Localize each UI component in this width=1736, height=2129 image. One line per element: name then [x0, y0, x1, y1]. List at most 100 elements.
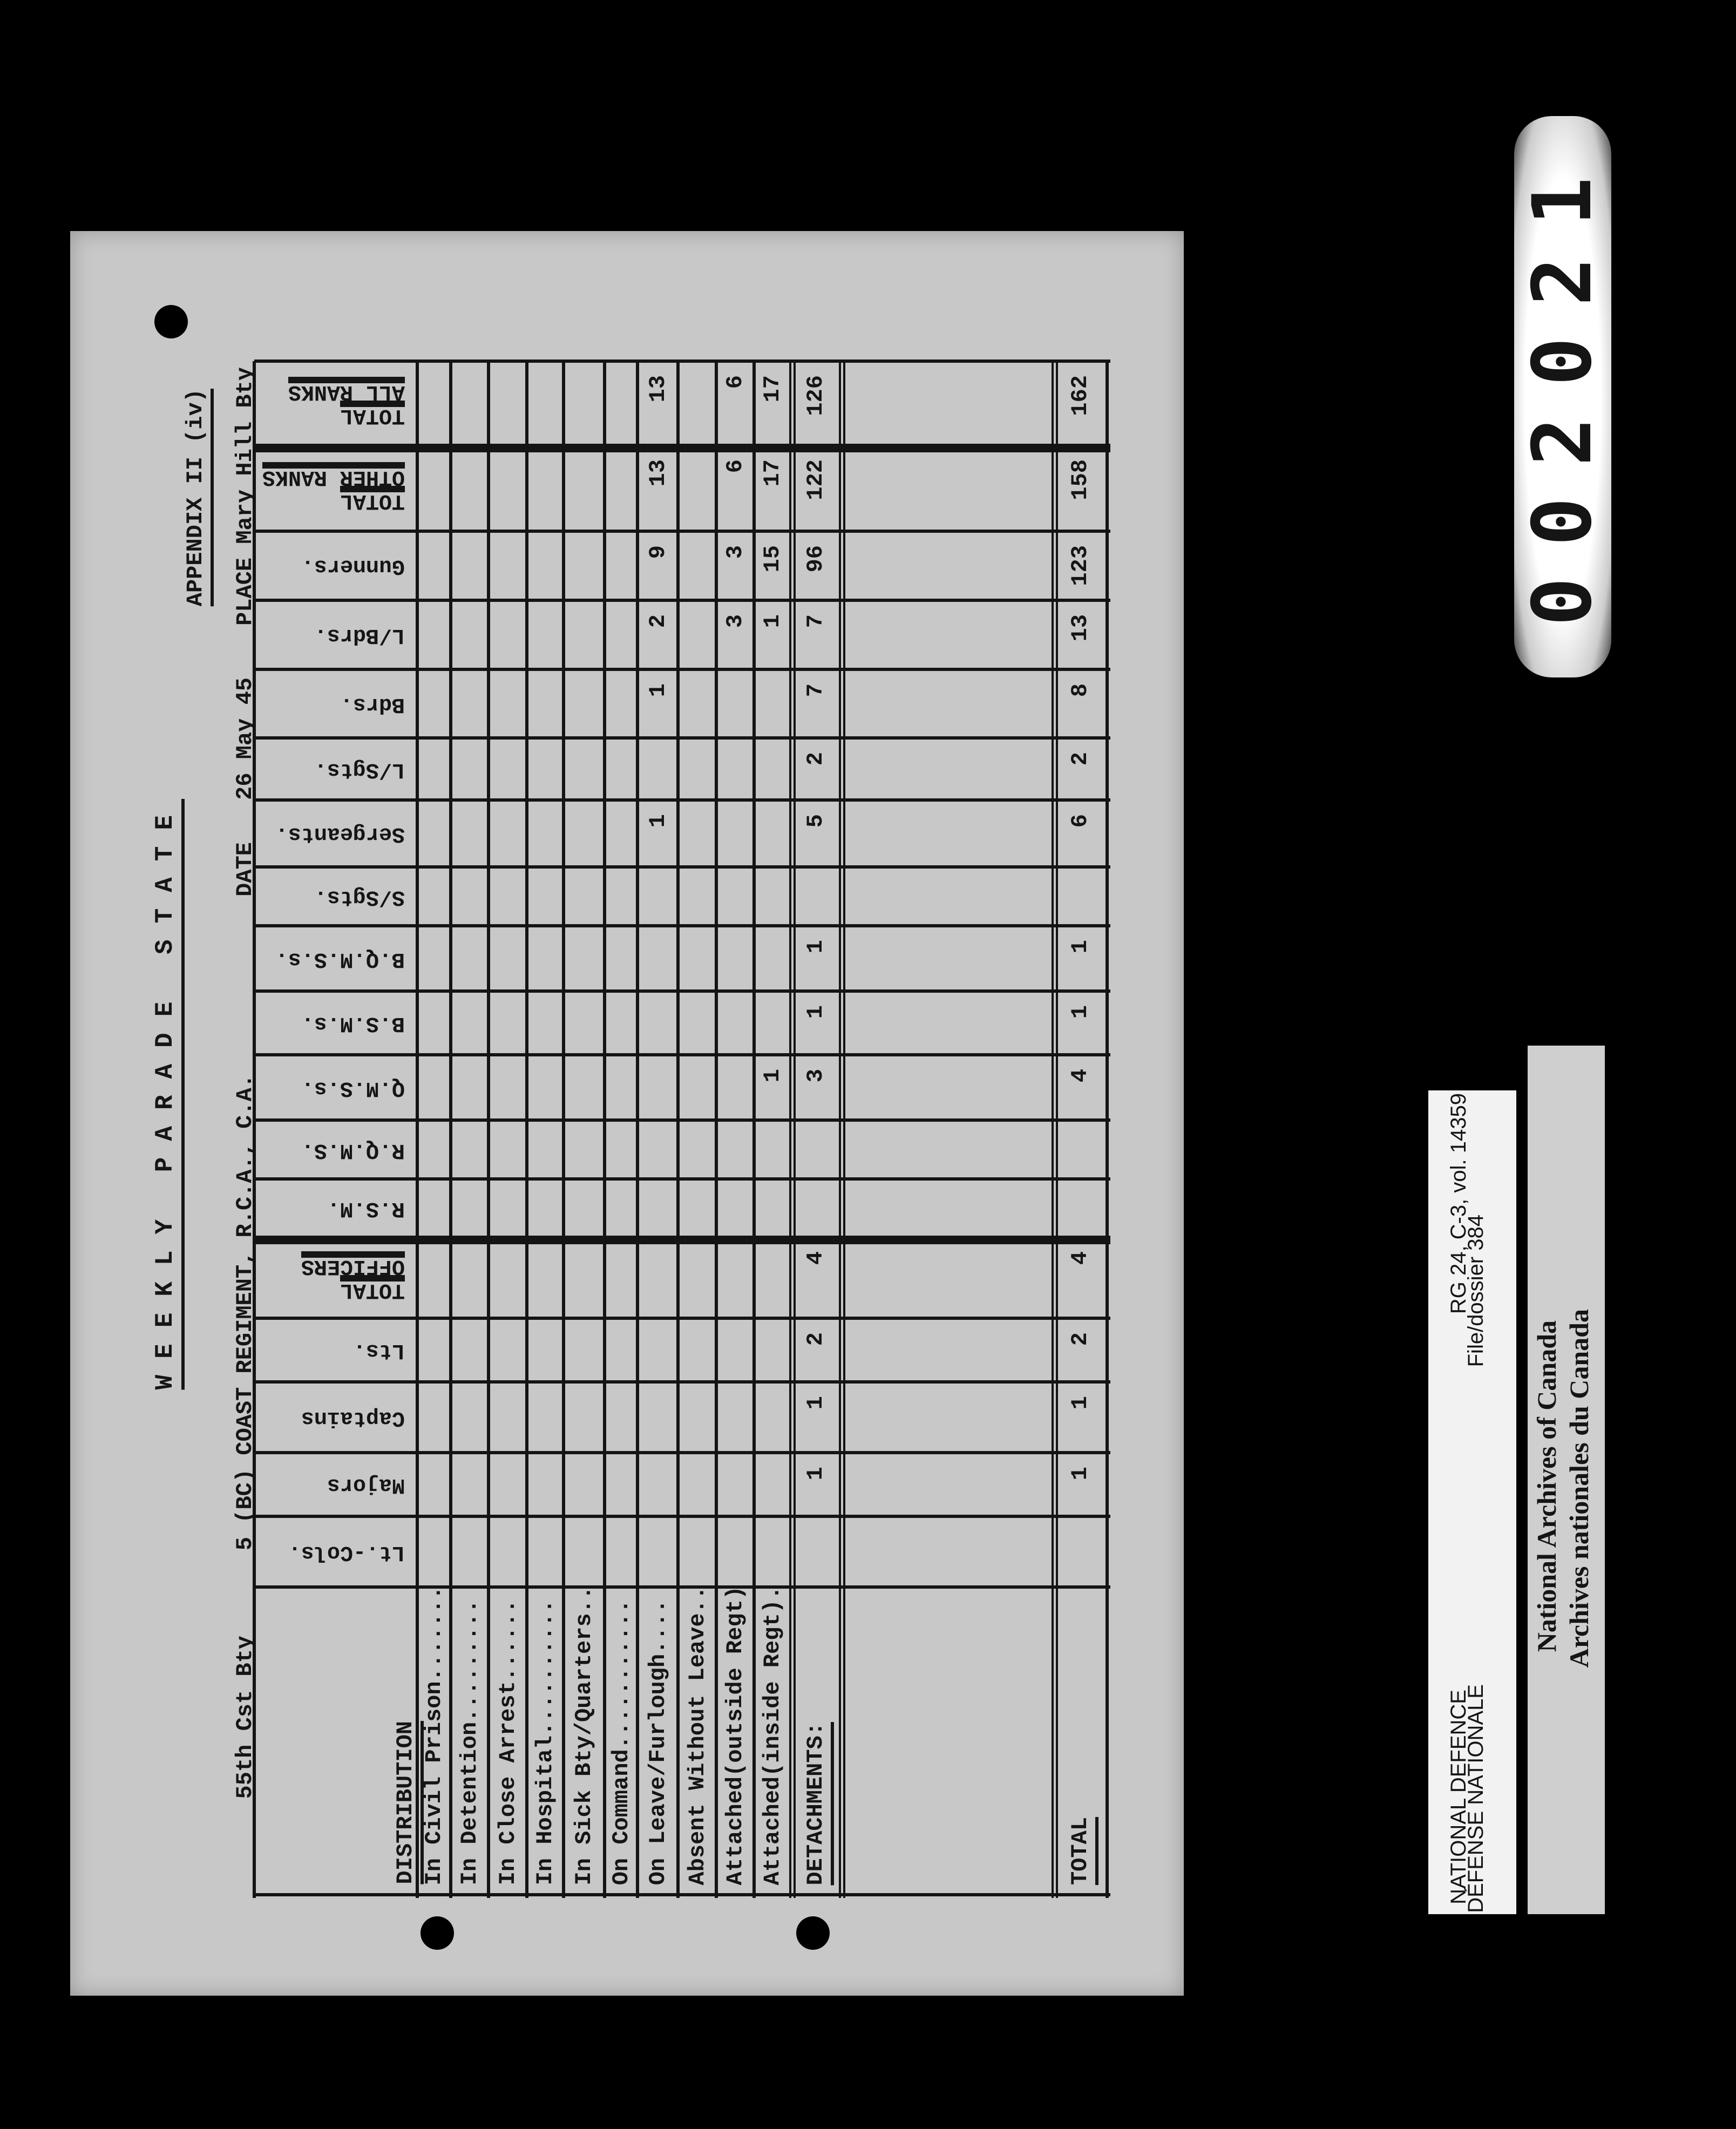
- cell-value: 6: [1067, 814, 1093, 828]
- table-column-rule: [636, 361, 639, 1898]
- archive-name-label: [1528, 1046, 1605, 1914]
- rank-header: B.S.M.s.: [301, 1011, 405, 1035]
- rank-header: Lts.: [353, 1338, 405, 1362]
- detachments-text: DETACHMENTS:: [803, 1721, 829, 1885]
- rank-header: S/Sgts.: [314, 884, 405, 909]
- rank-header-line: B.S.M.s.: [301, 1011, 405, 1035]
- rank-header-line: Lts.: [352, 1338, 405, 1362]
- cell-value: 96: [803, 545, 829, 573]
- rank-header-line: TOTAL: [340, 488, 405, 513]
- cell-value: 6: [722, 375, 748, 389]
- archives-name-fr: Archives nationales du Canada: [1564, 1309, 1594, 1668]
- rank-header: L/Sgts.: [314, 757, 405, 782]
- cell-value: 158: [1067, 459, 1093, 500]
- cell-value: 126: [803, 375, 829, 416]
- rank-header-line: R.S.M.: [327, 1196, 405, 1221]
- cell-value: 6: [722, 459, 748, 473]
- cell-value: 1: [803, 940, 829, 954]
- table-row-rule: [254, 1053, 1110, 1056]
- rank-header: TOTAL OFFICERS: [301, 1254, 405, 1302]
- cell-value: 1: [645, 683, 671, 697]
- distribution-header-text: DISTRIBUTION: [392, 1720, 418, 1884]
- table-column-rule: [839, 361, 841, 1898]
- cell-value: 162: [1067, 375, 1093, 416]
- rank-header: R.Q.M.S.: [301, 1138, 405, 1162]
- table-row-rule: [254, 1236, 1110, 1240]
- rank-header: B.Q.M.S.s.: [275, 947, 405, 971]
- archive-file: File/dossier 384: [1464, 1215, 1488, 1367]
- table-column-rule: [1052, 361, 1054, 1898]
- rank-header: TOTAL ALL RANKS: [288, 379, 405, 428]
- cell-value: 3: [803, 1069, 829, 1083]
- cell-value: 3: [722, 614, 748, 628]
- distribution-label: Attached(inside Regt).: [760, 1585, 785, 1886]
- document-title: WEEKLY PARADE STATE: [151, 799, 179, 1390]
- total-label: TOTAL: [1067, 1817, 1093, 1885]
- cell-value: 5: [803, 814, 829, 828]
- distribution-label: In Sick Bty/Quarters..: [571, 1585, 597, 1886]
- table-row-rule: [254, 360, 1110, 363]
- cell-value: 17: [760, 375, 785, 403]
- table-column-rule: [789, 361, 791, 1898]
- rank-header-line: OFFICERS: [301, 1254, 405, 1278]
- distribution-label: On Leave/Furlough....: [645, 1599, 671, 1885]
- rank-header-line: TOTAL: [340, 1278, 405, 1302]
- cell-value: 7: [803, 683, 829, 697]
- rank-header-line: L/Bdrs.: [314, 623, 405, 647]
- cell-value: 7: [803, 614, 829, 628]
- table-column-rule: [715, 361, 718, 1898]
- detachments-label: DETACHMENTS:: [803, 1721, 829, 1885]
- table-row-rule: [254, 1451, 1110, 1454]
- table-row-rule: [254, 798, 1110, 802]
- rank-header: Bdrs.: [340, 692, 405, 716]
- cell-value: 1: [1067, 1005, 1093, 1019]
- cell-value: 13: [645, 459, 671, 487]
- distribution-label: In Hospital..........: [532, 1599, 558, 1885]
- table-row-rule: [254, 924, 1110, 927]
- table-row-rule: [254, 1177, 1110, 1181]
- rank-header-line: L/Sgts.: [314, 757, 405, 782]
- distribution-header: DISTRIBUTION: [392, 1720, 418, 1884]
- cell-value: 1: [760, 614, 785, 628]
- table-row-rule: [254, 989, 1110, 993]
- rank-header: Sergeants.: [275, 822, 405, 846]
- cell-value: 1: [1067, 1396, 1093, 1410]
- rank-header-line: B.Q.M.S.s.: [275, 946, 405, 971]
- rank-header: Lt.-Cols.: [288, 1540, 405, 1564]
- table-column-rule: [525, 361, 528, 1898]
- rank-header-line: Bdrs.: [340, 691, 405, 716]
- punch-hole: [796, 1916, 830, 1950]
- frame-number-badge: [1514, 116, 1611, 677]
- cell-value: 1: [803, 1396, 829, 1410]
- archives-name-en: National Archives of Canada: [1531, 1320, 1562, 1652]
- cell-value: 3: [722, 545, 748, 559]
- rank-header-line: S/Sgts.: [314, 884, 405, 909]
- rank-header-line: R.Q.M.S.: [301, 1137, 405, 1162]
- punch-hole: [421, 1916, 454, 1950]
- punch-hole: [154, 305, 188, 338]
- distribution-label: Attached(outside Regt): [722, 1585, 748, 1886]
- appendix-label: APPENDIX II (iv): [182, 389, 208, 606]
- cell-value: 123: [1067, 545, 1093, 586]
- table-column-rule: [416, 361, 419, 1898]
- table-row-rule: [254, 865, 1110, 869]
- cell-value: 122: [803, 459, 829, 500]
- cell-value: 9: [645, 545, 671, 559]
- rank-header: Majors: [327, 1473, 405, 1497]
- cell-value: 4: [1067, 1251, 1093, 1265]
- cell-value: 4: [1067, 1069, 1093, 1083]
- rank-header-line: Gunners.: [301, 554, 405, 578]
- cell-value: 2: [803, 1332, 829, 1346]
- table-column-rule: [449, 361, 452, 1898]
- table-column-rule: [676, 361, 680, 1898]
- rank-header: Q.M.S.s.: [301, 1076, 405, 1100]
- cell-value: 13: [645, 375, 671, 403]
- cell-value: 1: [803, 1467, 829, 1481]
- rank-header-line: Captains: [301, 1405, 405, 1430]
- distribution-label: On Command...........: [608, 1599, 634, 1885]
- rank-header: Gunners.: [301, 554, 405, 578]
- table-column-rule: [603, 361, 606, 1898]
- cell-value: 13: [1067, 614, 1093, 642]
- table-row-rule: [254, 444, 1110, 448]
- table-row-rule: [254, 530, 1110, 533]
